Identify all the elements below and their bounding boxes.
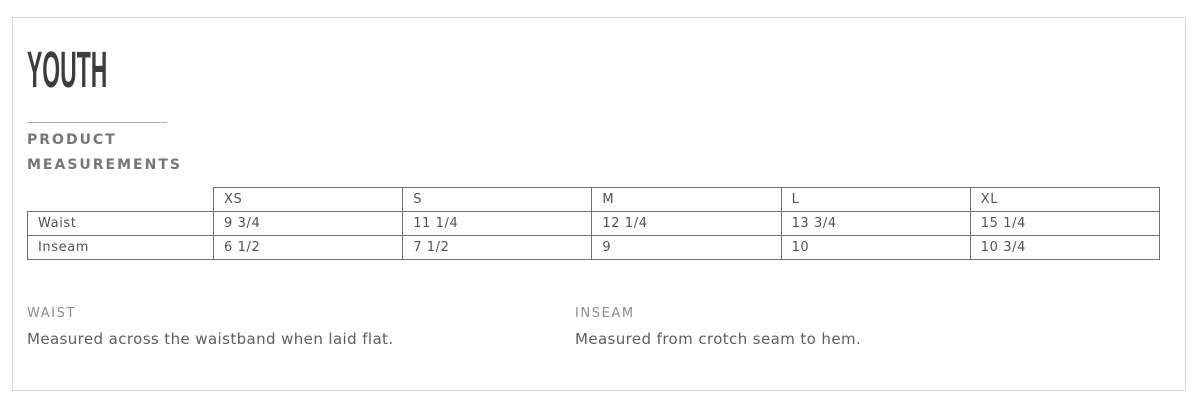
page-title: YOUTH [27,41,108,98]
table-row-inseam: Inseam 6 1/2 7 1/2 9 10 10 3/4 [27,235,1161,260]
measurement-definitions: WAIST Measured across the waistband when… [27,306,1185,349]
size-column-header-s: S [402,187,593,212]
measurement-cell: 9 3/4 [212,211,404,236]
table-row-waist: Waist 9 3/4 11 1/4 12 1/4 13 3/4 15 1/4 [27,211,1161,236]
inseam-definition: INSEAM Measured from crotch seam to hem. [575,306,1185,349]
corner-cell [28,188,214,212]
measurement-cell: 6 1/2 [212,235,404,260]
measurement-cell: 11 1/4 [402,211,593,236]
definition-description-waist: Measured across the waistband when laid … [27,330,394,348]
measurement-cell: 10 3/4 [969,235,1161,260]
measurement-cell: 10 [780,235,971,260]
title-divider [27,122,167,123]
product-measurements-heading: PRODUCT MEASUREMENTS [27,132,182,173]
waist-definition: WAIST Measured across the waistband when… [27,306,575,349]
measurement-cell: 13 3/4 [780,211,971,236]
size-column-header-xl: XL [969,187,1161,212]
definition-description-inseam: Measured from crotch seam to hem. [575,330,862,348]
measurement-cell: 7 1/2 [402,235,593,260]
size-chart-card: YOUTH PRODUCT MEASUREMENTS XS S M L XL W… [12,17,1186,391]
row-label-waist: Waist [27,211,214,236]
measurement-cell: 12 1/4 [591,211,782,236]
table-header-row: XS S M L XL [28,187,1161,212]
measurement-cell: 15 1/4 [969,211,1161,236]
size-column-header-xs: XS [212,187,404,212]
measurement-cell: 9 [591,235,782,260]
measurements-table: XS S M L XL Waist 9 3/4 11 1/4 12 1/4 13… [27,187,1161,260]
row-label-inseam: Inseam [27,235,214,260]
size-column-header-l: L [780,187,971,212]
size-column-header-m: M [591,187,782,212]
definition-term-waist: WAIST [27,306,77,321]
definition-term-inseam: INSEAM [575,306,635,321]
